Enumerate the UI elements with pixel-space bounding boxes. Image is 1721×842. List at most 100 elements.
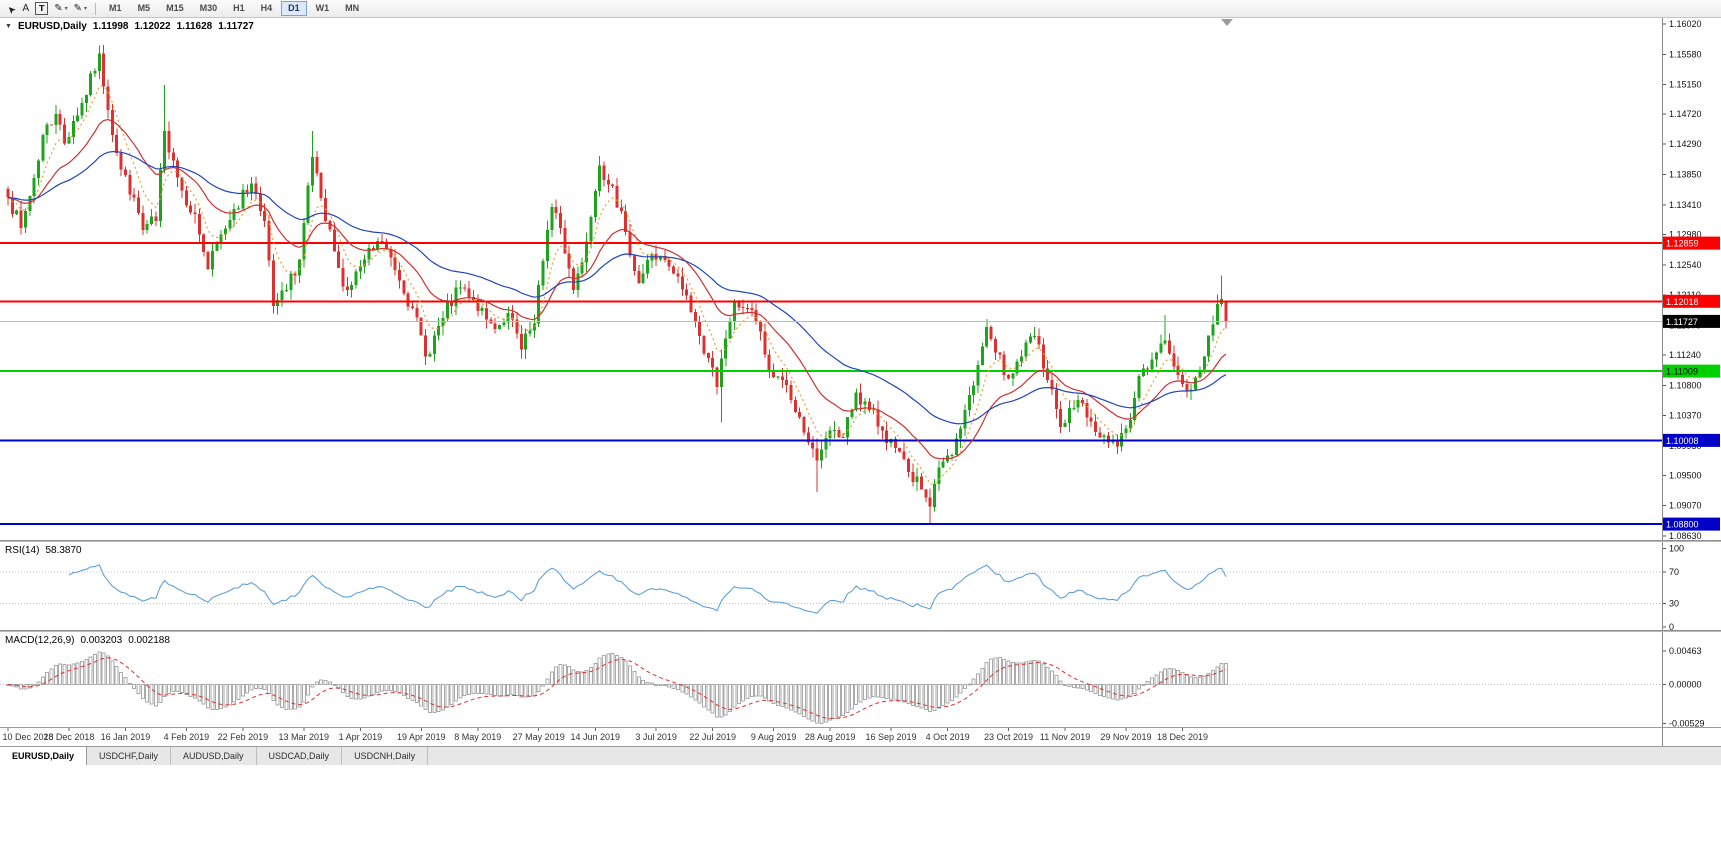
svg-text:1.09070: 1.09070 <box>1669 500 1702 510</box>
svg-text:16 Jan 2019: 16 Jan 2019 <box>101 732 151 742</box>
timeframe-button-m1[interactable]: M1 <box>109 3 122 13</box>
time-axis[interactable]: 10 Dec 2018 28 Dec 2018 16 Jan 2019 4 Feb 2… <box>0 727 1721 746</box>
ma-fast-dotted-orange <box>7 85 1227 485</box>
rsi-canvas[interactable]: 100 70 30 0 <box>0 542 1721 630</box>
svg-text:1.14720: 1.14720 <box>1669 109 1702 119</box>
price-scale[interactable]: 1.16020 1.15580 1.15150 1.14720 1.14290 1.138… <box>1662 18 1702 540</box>
svg-text:100: 100 <box>1669 543 1684 553</box>
price-badge-1.11009: 1.11009 <box>1663 364 1720 378</box>
svg-text:1.11727: 1.11727 <box>1666 317 1698 327</box>
svg-text:1.11009: 1.11009 <box>1666 367 1698 377</box>
svg-text:1.08630: 1.08630 <box>1669 531 1702 540</box>
svg-text:1.12980: 1.12980 <box>1669 230 1702 240</box>
svg-text:9 Aug 2019: 9 Aug 2019 <box>751 732 797 742</box>
svg-text:1.15580: 1.15580 <box>1669 50 1702 60</box>
svg-text:22 Jul 2019: 22 Jul 2019 <box>689 732 736 742</box>
svg-text:28 Dec 2018: 28 Dec 2018 <box>43 732 94 742</box>
svg-text:4 Feb 2019: 4 Feb 2019 <box>164 732 210 742</box>
timeframe-button-h1[interactable]: H1 <box>233 3 245 13</box>
price-badge-1.08800: 1.08800 <box>1663 517 1720 531</box>
price-badge-1.12018: 1.12018 <box>1663 294 1720 308</box>
svg-text:70: 70 <box>1669 567 1679 577</box>
quick-trade-triangle-icon[interactable]: ▼ <box>5 23 12 30</box>
svg-text:1.12859: 1.12859 <box>1666 239 1699 249</box>
svg-text:1.10800: 1.10800 <box>1669 381 1702 391</box>
svg-text:1.13410: 1.13410 <box>1669 200 1702 210</box>
svg-text:1.13850: 1.13850 <box>1669 169 1702 179</box>
macd-scale[interactable]: 0.00463 0.00000 -0.00529 <box>1662 632 1705 727</box>
panel-separator-macd[interactable] <box>0 630 1721 632</box>
timeframe-button-m15[interactable]: M15 <box>166 3 184 13</box>
svg-text:3 Jul 2019: 3 Jul 2019 <box>635 732 677 742</box>
svg-text:-0.00529: -0.00529 <box>1669 718 1705 727</box>
chart-tab-usdcnh[interactable]: USDCNH,Daily <box>342 747 429 765</box>
panel-separator-rsi[interactable] <box>0 540 1721 542</box>
svg-text:23 Oct 2019: 23 Oct 2019 <box>984 732 1033 742</box>
price-badge-1.12859: 1.12859 <box>1663 236 1720 250</box>
svg-text:11 Nov 2019: 11 Nov 2019 <box>1040 732 1090 742</box>
macd-canvas[interactable]: 0.00463 0.00000 -0.00529 <box>0 632 1721 727</box>
chart-tab-usdcad[interactable]: USDCAD,Daily <box>256 747 343 765</box>
svg-text:1.15150: 1.15150 <box>1669 79 1702 89</box>
svg-text:4 Oct 2019: 4 Oct 2019 <box>926 732 970 742</box>
svg-text:8 May 2019: 8 May 2019 <box>454 732 501 742</box>
dropdown-caret-icon: ▾ <box>64 5 68 12</box>
drawing-tools-group: ➤ A T ✎ ▾ ✎ ▾ <box>5 1 90 16</box>
main-chart-panel: 1.16020 1.15580 1.15150 1.14720 1.14290 1.138… <box>0 18 1721 540</box>
toolbar-separator <box>95 2 97 15</box>
svg-text:22 Feb 2019: 22 Feb 2019 <box>218 732 269 742</box>
svg-text:1.11240: 1.11240 <box>1669 350 1701 360</box>
ma-slow-blue <box>7 150 1227 425</box>
svg-text:29 Nov 2019: 29 Nov 2019 <box>1100 732 1151 742</box>
svg-text:1.10370: 1.10370 <box>1669 410 1702 420</box>
svg-text:13 Mar 2019: 13 Mar 2019 <box>279 732 330 742</box>
chart-tab-bar: EURUSD,Daily USDCHF,Daily AUDUSD,Daily USDC… <box>0 746 1721 765</box>
svg-text:30: 30 <box>1669 598 1679 608</box>
svg-text:19 Apr 2019: 19 Apr 2019 <box>397 732 446 742</box>
svg-text:16 Sep 2019: 16 Sep 2019 <box>866 732 917 742</box>
timeframe-button-m30[interactable]: M30 <box>199 3 218 13</box>
empty-area <box>0 765 1721 841</box>
chart-shift-marker[interactable] <box>1221 19 1233 26</box>
svg-text:28 Aug 2019: 28 Aug 2019 <box>805 732 856 742</box>
timeframe-button-w1[interactable]: W1 <box>315 3 330 13</box>
timeframe-button-h4[interactable]: H4 <box>260 3 273 13</box>
rsi-scale[interactable]: 100 70 30 0 <box>1662 542 1685 630</box>
dropdown-caret-icon: ▾ <box>84 5 88 12</box>
svg-text:1.09500: 1.09500 <box>1669 471 1702 481</box>
svg-text:1 Apr 2019: 1 Apr 2019 <box>339 732 383 742</box>
paint-tool-icon[interactable]: ✎ ▾ <box>73 2 88 14</box>
main-chart-canvas[interactable]: 1.16020 1.15580 1.15150 1.14720 1.14290 1.138… <box>0 18 1721 540</box>
current-price-badge: 1.11727 <box>1663 314 1720 328</box>
cursor-tool-icon[interactable]: ➤ <box>4 1 19 16</box>
candlesticks <box>6 44 1228 525</box>
text-box-tool-icon[interactable]: T <box>32 1 51 16</box>
toolbar: ➤ A T ✎ ▾ ✎ ▾ M1 M5 M15 M30 H1 H4 D1 W1 MN <box>0 0 1721 18</box>
rsi-line <box>68 564 1227 614</box>
svg-text:0.00463: 0.00463 <box>1669 646 1702 656</box>
ma-medium-red <box>7 118 1227 460</box>
macd-panel: 0.00463 0.00000 -0.00529 MACD(12,26,9) 0.0… <box>0 632 1721 727</box>
chart-tab-usdchf[interactable]: USDCHF,Daily <box>87 747 172 765</box>
chart-tab-audusd[interactable]: AUDUSD,Daily <box>171 747 257 765</box>
svg-text:1.08800: 1.08800 <box>1666 520 1699 530</box>
svg-text:1.14290: 1.14290 <box>1669 139 1702 149</box>
chart-tab-eurusd[interactable]: EURUSD,Daily <box>0 747 88 765</box>
rsi-panel: 100 70 30 0 RSI(14) 58.3870 <box>0 542 1721 630</box>
svg-text:0: 0 <box>1669 622 1674 630</box>
svg-text:27 May 2019: 27 May 2019 <box>513 732 565 742</box>
timeframe-button-m5[interactable]: M5 <box>137 3 151 13</box>
timeframe-group: M1 M5 M15 M30 H1 H4 D1 W1 MN <box>101 1 367 16</box>
svg-text:18 Dec 2019: 18 Dec 2019 <box>1157 732 1208 742</box>
timeframe-button-mn[interactable]: MN <box>345 3 360 13</box>
macd-signal-line <box>7 657 1227 719</box>
draw-tool-icon[interactable]: ✎ ▾ <box>54 2 68 14</box>
svg-text:1.12540: 1.12540 <box>1669 260 1702 270</box>
svg-text:1.12018: 1.12018 <box>1666 297 1699 307</box>
svg-text:1.10008: 1.10008 <box>1666 436 1699 446</box>
timeframe-button-d1[interactable]: D1 <box>281 1 307 16</box>
svg-text:1.16020: 1.16020 <box>1669 19 1702 29</box>
text-label-tool-icon[interactable]: A <box>22 2 30 14</box>
